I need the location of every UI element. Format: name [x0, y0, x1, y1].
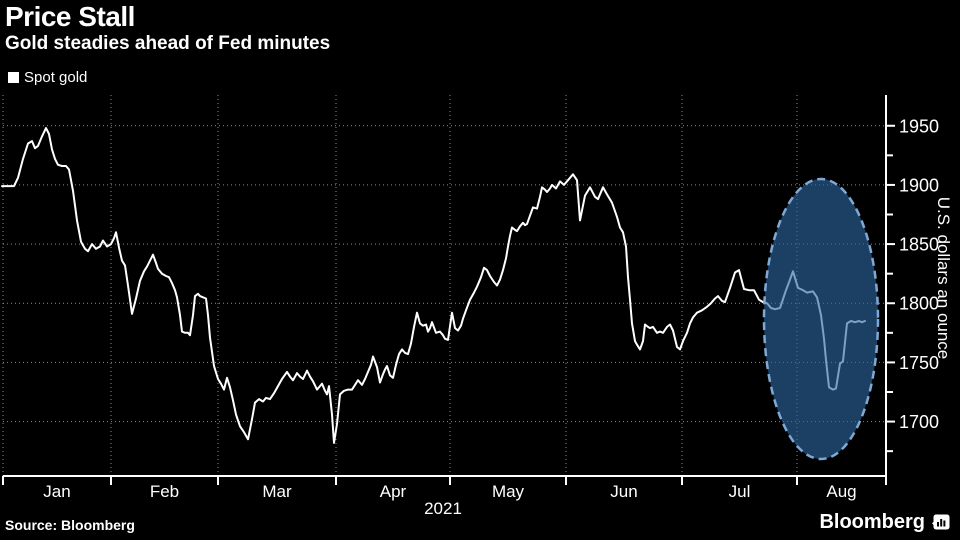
x-month-label: Jul — [729, 482, 751, 501]
y-tick-label: 1850 — [899, 235, 939, 255]
source-credit: Source: Bloomberg — [5, 517, 135, 533]
x-month-label: Feb — [150, 482, 179, 501]
legend-label: Spot gold — [24, 69, 88, 86]
legend-marker-square-icon — [8, 72, 19, 83]
y-tick-label: 1950 — [899, 116, 939, 136]
x-month-label: Jan — [43, 482, 70, 501]
y-tick-label: 1800 — [899, 294, 939, 314]
y-tick-label: 1900 — [899, 175, 939, 195]
legend: Spot gold — [8, 69, 87, 86]
x-month-label: Aug — [826, 482, 856, 501]
y-tick-label: 1750 — [899, 353, 939, 373]
y-tick-label: 1700 — [899, 412, 939, 432]
spot-gold-price-line — [1, 127, 866, 444]
x-month-label: Mar — [262, 482, 292, 501]
x-month-label: May — [492, 482, 525, 501]
chart-header: Price Stall Gold steadies ahead of Fed m… — [5, 2, 330, 55]
x-month-label: Apr — [380, 482, 407, 501]
bloomberg-terminal-icon — [932, 514, 950, 530]
bloomberg-brand: Bloomberg — [819, 511, 950, 534]
y-axis-title: U.S. dollars an ounce — [934, 197, 953, 360]
x-month-label: Jun — [610, 482, 637, 501]
x-year-label: 2021 — [424, 499, 462, 518]
bloomberg-wordmark: Bloomberg — [819, 511, 925, 533]
chart-subtitle: Gold steadies ahead of Fed minutes — [5, 33, 331, 54]
highlight-ellipse-fill — [764, 179, 878, 459]
page-title: Price Stall — [5, 1, 135, 32]
highlight-ellipse-border — [762, 177, 880, 461]
